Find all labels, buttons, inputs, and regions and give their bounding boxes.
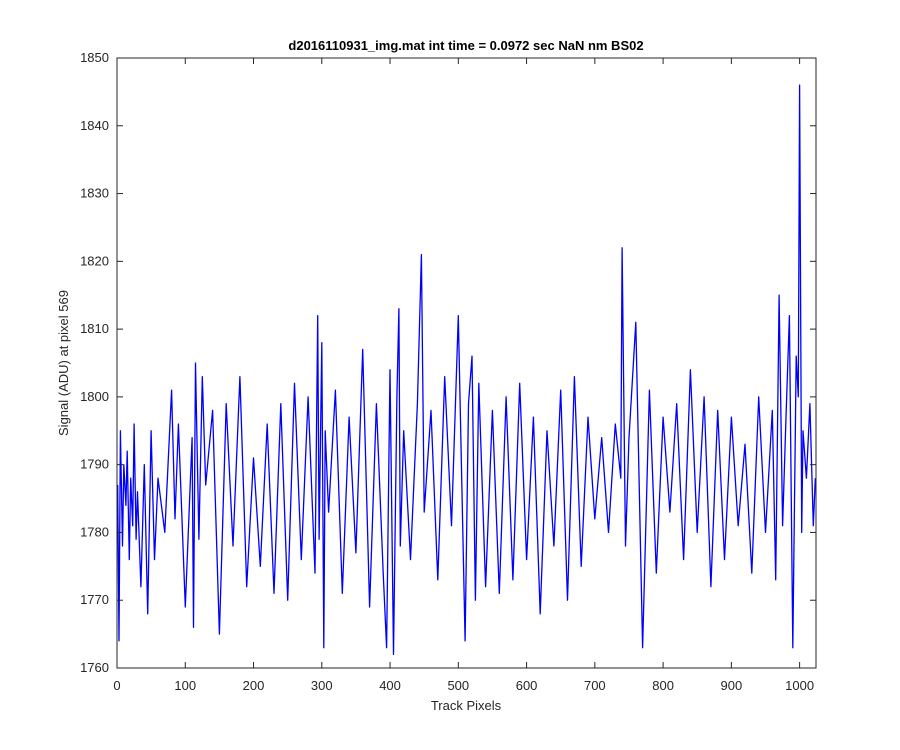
x-tick-label: 0 <box>113 678 120 693</box>
y-tick-label: 1820 <box>80 253 109 268</box>
x-axis: 0 100 200 300 400 500 600 700 800 900 1000 <box>113 58 814 693</box>
y-tick-label: 1850 <box>80 50 109 65</box>
y-tick-label: 1780 <box>80 524 109 539</box>
x-tick-label: 700 <box>584 678 606 693</box>
y-tick-label: 1790 <box>80 457 109 472</box>
y-axis: 1760 1770 1780 1790 1800 1810 1820 1830 1840 1850 <box>80 50 816 675</box>
x-tick-label: 600 <box>516 678 538 693</box>
x-tick-label: 300 <box>311 678 333 693</box>
y-tick-label: 1830 <box>80 186 109 201</box>
y-tick-label: 1840 <box>80 118 109 133</box>
y-axis-label: Signal (ADU) at pixel 569 <box>56 290 71 436</box>
x-tick-label: 500 <box>447 678 469 693</box>
x-tick-label: 100 <box>174 678 196 693</box>
plot-area <box>116 57 817 669</box>
chart-title: d2016110931_img.mat int time = 0.0972 se… <box>288 38 643 53</box>
x-tick-label: 800 <box>652 678 674 693</box>
x-tick-label: 1000 <box>785 678 814 693</box>
x-tick-label: 200 <box>243 678 265 693</box>
signal-series-line <box>117 84 816 656</box>
x-axis-label: Track Pixels <box>431 698 502 713</box>
axes-frame <box>116 57 817 669</box>
y-tick-label: 1800 <box>80 389 109 404</box>
y-tick-label: 1810 <box>80 321 109 336</box>
x-tick-label: 400 <box>379 678 401 693</box>
y-tick-label: 1770 <box>80 592 109 607</box>
x-tick-label: 900 <box>721 678 743 693</box>
y-tick-label: 1760 <box>80 660 109 675</box>
